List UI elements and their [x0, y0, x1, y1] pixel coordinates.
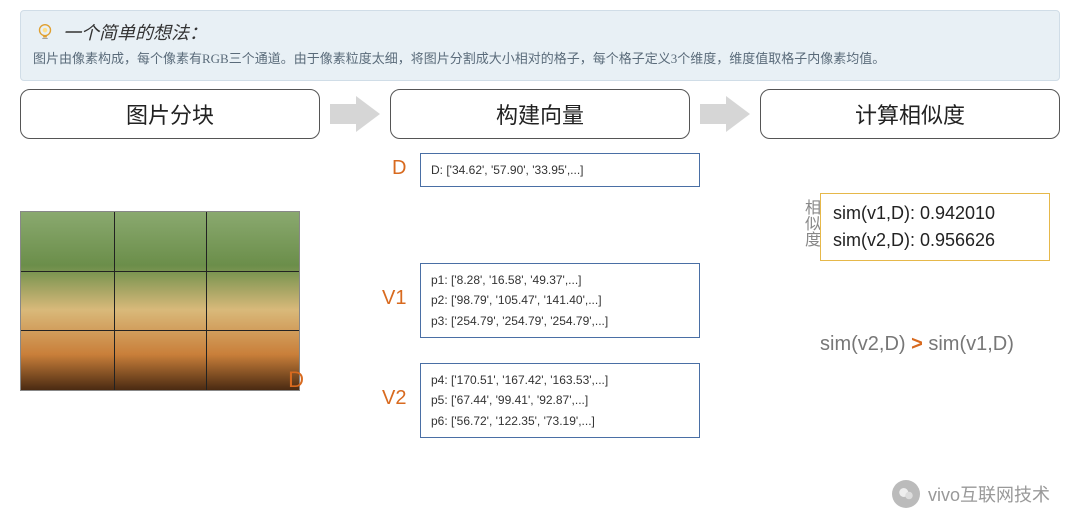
image-grid-block: D [20, 211, 300, 391]
wechat-icon [892, 480, 920, 508]
vector-line: p1: ['8.28', '16.58', '49.37',...] [431, 270, 689, 290]
vector-line: p5: ['67.44', '99.41', '92.87',...] [431, 390, 689, 410]
content-area: D D D: ['34.62', '57.90', '33.95',...] V… [20, 153, 1060, 483]
vector-box-v2: p4: ['170.51', '167.42', '163.53',...] p… [420, 363, 700, 438]
step-box-1: 图片分块 [20, 89, 320, 139]
watermark-text: vivo互联网技术 [928, 481, 1050, 507]
compare-right: sim(v1,D) [928, 333, 1014, 355]
steps-row: 图片分块 构建向量 计算相似度 [20, 89, 1060, 139]
vector-line: D: ['34.62', '57.90', '33.95',...] [431, 160, 689, 180]
similarity-box: sim(v1,D): 0.942010 sim(v2,D): 0.956626 [820, 193, 1050, 261]
vector-line: p2: ['98.79', '105.47', '141.40',...] [431, 290, 689, 310]
vector-box-d: D: ['34.62', '57.90', '33.95',...] [420, 153, 700, 187]
similarity-line: sim(v2,D): 0.956626 [833, 227, 1037, 254]
arrow-icon [690, 96, 760, 132]
lightbulb-icon [33, 20, 57, 44]
sample-image [20, 211, 300, 391]
similarity-line: sim(v1,D): 0.942010 [833, 200, 1037, 227]
step-box-3: 计算相似度 [760, 89, 1060, 139]
vector-label-d: D [392, 157, 406, 180]
header-description: 图片由像素构成，每个像素有RGB三个通道。由于像素粒度太细，将图片分割成大小相对… [33, 49, 1047, 70]
compare-op: > [911, 333, 923, 355]
vector-label-v1: V1 [382, 287, 406, 310]
header-title-row: 一个简单的想法： [33, 19, 1047, 45]
compare-left: sim(v2,D) [820, 333, 906, 355]
image-label-d: D [288, 367, 304, 393]
header-panel: 一个简单的想法： 图片由像素构成，每个像素有RGB三个通道。由于像素粒度太细，将… [20, 10, 1060, 81]
header-title: 一个简单的想法： [63, 19, 207, 45]
similarity-side-label: 相似度 [798, 199, 822, 247]
vector-box-v1: p1: ['8.28', '16.58', '49.37',...] p2: [… [420, 263, 700, 338]
vector-line: p3: ['254.79', '254.79', '254.79',...] [431, 311, 689, 331]
vector-line: p4: ['170.51', '167.42', '163.53',...] [431, 370, 689, 390]
watermark: vivo互联网技术 [892, 480, 1050, 508]
step-box-2: 构建向量 [390, 89, 690, 139]
similarity-compare: sim(v2,D) > sim(v1,D) [820, 333, 1014, 356]
vector-label-v2: V2 [382, 387, 406, 410]
arrow-icon [320, 96, 390, 132]
vector-line: p6: ['56.72', '122.35', '73.19',...] [431, 411, 689, 431]
